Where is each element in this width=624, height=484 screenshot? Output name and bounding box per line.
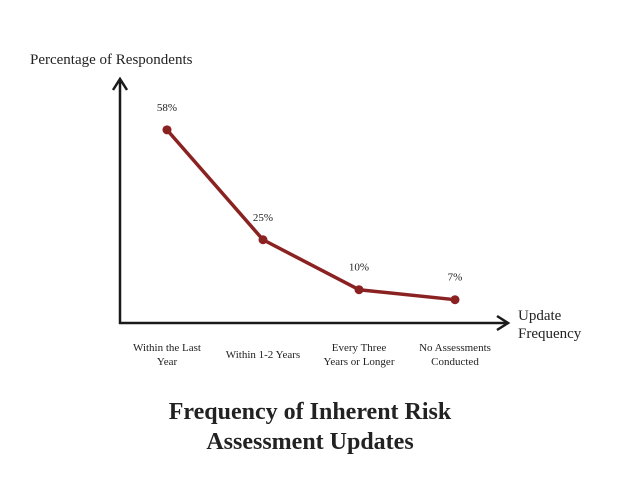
data-point — [162, 125, 172, 135]
data-label: 25% — [253, 212, 273, 224]
data-point — [450, 295, 460, 305]
x-tick-label: Conducted — [431, 356, 479, 368]
x-tick-label: Year — [157, 356, 178, 368]
x-tick-label: Every Three — [332, 342, 387, 354]
y-axis-label: Percentage of Respondents — [30, 52, 193, 68]
data-label: 7% — [448, 272, 463, 284]
chart-title-line-1: Frequency of Inherent Risk — [169, 399, 452, 425]
x-axis-label-line-1: Update — [518, 308, 562, 324]
chart-title-line-2: Assessment Updates — [206, 429, 413, 455]
x-tick-label: Years or Longer — [324, 356, 395, 368]
x-axis-arrow-icon — [496, 314, 511, 332]
x-tick-label: Within the Last — [133, 342, 201, 354]
series-line — [165, 128, 456, 302]
x-tick-label: No Assessments — [419, 342, 491, 354]
x-axis-label-line-2: Frequency — [518, 326, 582, 342]
y-axis-arrow-icon — [111, 76, 129, 91]
x-tick-label: Within 1-2 Years — [226, 349, 300, 361]
data-point — [354, 285, 364, 295]
data-label: 10% — [349, 262, 369, 274]
data-label: 58% — [157, 102, 177, 114]
data-point — [258, 235, 268, 245]
